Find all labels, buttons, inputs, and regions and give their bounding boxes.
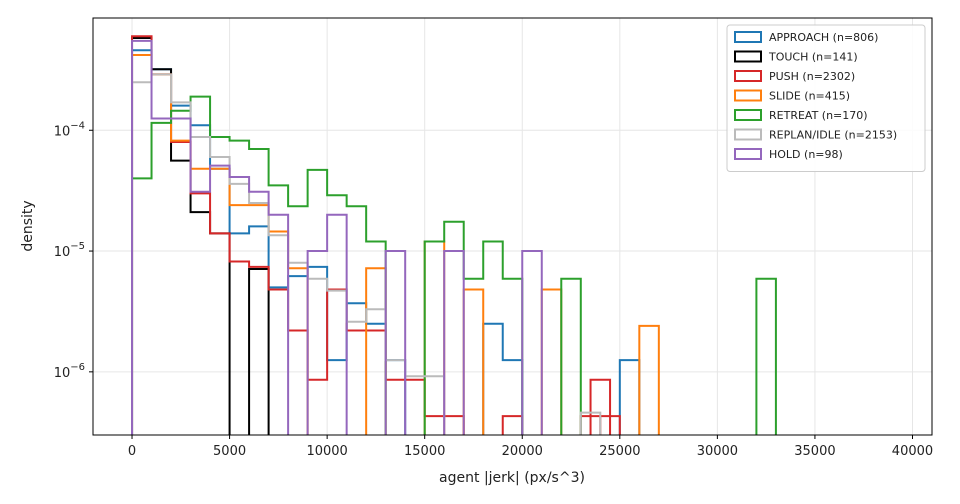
- series-line-6: [131, 39, 543, 435]
- plot-frame: [92, 17, 933, 436]
- x-tick-label: 20000: [502, 444, 543, 459]
- x-tick-label: 15000: [404, 444, 445, 459]
- legend-label-6: HOLD (n=98): [769, 148, 843, 161]
- x-axis-label: agent |jerk| (px/s^3): [439, 470, 585, 486]
- legend-box: [726, 24, 926, 172]
- y-tick-label: 10−4: [54, 120, 85, 139]
- y-tick-label: 10−5: [54, 241, 85, 260]
- legend-swatch-0: [734, 31, 762, 43]
- legend-label-2: PUSH (n=2302): [769, 70, 855, 83]
- legend-swatch-1: [734, 50, 762, 63]
- legend-swatch-4: [734, 109, 762, 121]
- x-tick-label: 40000: [892, 444, 933, 459]
- x-tick-label: 10000: [306, 444, 347, 459]
- y-axis-label: density: [20, 200, 36, 251]
- x-tick-label: 5000: [213, 444, 246, 459]
- legend-swatch-3: [734, 89, 762, 102]
- legend-label-3: SLIDE (n=415): [769, 90, 850, 103]
- legend-swatch-2: [734, 70, 762, 82]
- legend: APPROACH (n=806) TOUCH (n=141) PUSH (n=230…: [726, 24, 926, 172]
- y-tick-label: 10−6: [54, 362, 85, 381]
- legend-label-4: RETREAT (n=170): [769, 109, 868, 122]
- x-tick-label: 25000: [599, 444, 640, 459]
- legend-swatch-6: [734, 148, 762, 160]
- x-tick-label: 35000: [794, 444, 835, 459]
- x-axis-ticks: 0 5000 10000 15000 20000 25000 30000 35000 40000: [128, 435, 933, 459]
- x-tick-label: 0: [128, 444, 136, 459]
- legend-label-0: APPROACH (n=806): [769, 31, 878, 44]
- series-group: [131, 35, 777, 435]
- series-line-4: [131, 95, 777, 435]
- legend-label-5: REPLAN/IDLE (n=2153): [769, 129, 897, 142]
- x-tick-label: 30000: [697, 444, 738, 459]
- legend-label-1: TOUCH (n=141): [768, 51, 858, 64]
- y-axis-ticks: 10−6 10−5 10−4: [54, 120, 93, 381]
- legend-swatch-5: [734, 128, 762, 141]
